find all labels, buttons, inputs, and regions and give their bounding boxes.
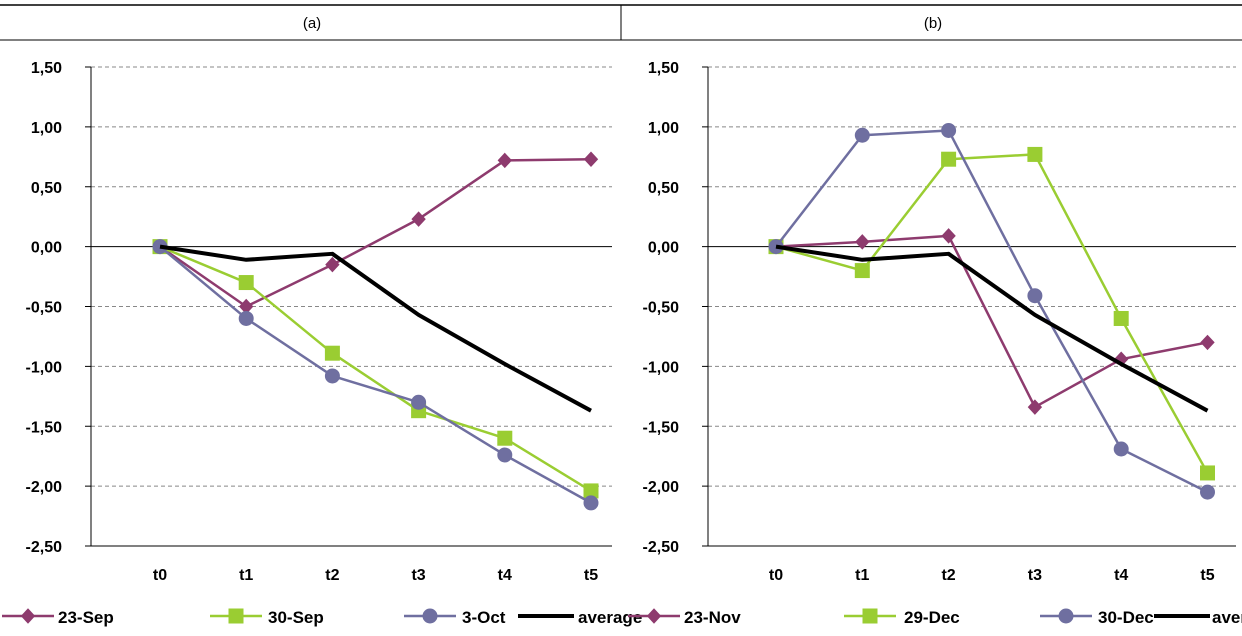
legend-label: 30-Sep [268,608,324,627]
data-point [1200,465,1215,481]
chart-panel-b: 1,50 1,00 0,50 0,00 -0,50 -1,00 -1,50 -2,00 -2,5… [643,60,1236,584]
y-tick-label: -0,50 [643,300,680,317]
y-tick-label: -1,50 [643,419,680,436]
chart-panel-a: 1,50 1,00 0,50 0,00 -0,50 -1,00 -1,50 -2,00 -2,5… [26,60,612,584]
y-tick-label: -2,50 [26,539,63,556]
x-tick-label: t4 [498,567,512,584]
legend-b: 23-Nov 29-Dec 30-Dec average [628,608,1242,627]
x-tick-label: t2 [325,567,339,584]
x-tick-label: t0 [153,567,167,584]
legend-label: 23-Sep [58,608,114,627]
data-point [1027,288,1043,304]
data-point [324,368,340,384]
legend-label: average [1212,608,1242,627]
x-tick-label: t1 [855,567,869,584]
x-tick-label: t5 [1200,567,1214,584]
x-tick-label: t3 [1028,567,1042,584]
x-tick-label: t4 [1114,567,1128,584]
legend-label: 23-Nov [684,608,741,627]
data-point [497,152,512,169]
data-point [854,127,870,143]
legend-label: 30-Dec [1098,608,1154,627]
x-tick-label: t2 [941,567,955,584]
y-tick-label: -2,50 [643,539,680,556]
data-point [238,310,254,326]
series-line-30-sep [159,245,592,492]
data-point [1113,310,1129,326]
data-point [411,394,427,410]
data-point [238,275,254,291]
data-point [854,263,870,279]
y-tick-label: 0,50 [648,180,679,197]
data-point [1027,399,1043,415]
legend-label: 3-Oct [462,608,506,627]
series-line-23-sep [159,157,592,308]
series-line-29-dec [775,153,1209,474]
series-line-average [159,244,592,413]
data-point [583,495,599,511]
y-tick-label: -2,00 [26,479,63,496]
data-point [1200,484,1215,500]
data-point [941,151,957,167]
data-point [497,430,513,446]
legend-label: average [578,608,642,627]
legend-marker [20,608,36,624]
data-point [855,234,870,250]
y-tick-label: -1,00 [26,359,63,376]
legend-a: 23-Sep 30-Sep 3-Oct average [2,608,642,627]
legend-marker [228,608,244,624]
y-tick-label: -0,50 [26,300,63,317]
x-tick-label: t5 [584,567,598,584]
data-point [325,256,340,273]
data-point [411,211,426,227]
legend-marker [422,608,438,624]
series-line-3-oct [159,245,592,504]
y-tick-label: 0,50 [31,180,62,197]
data-point [583,151,599,167]
data-point [324,345,340,361]
legend-marker [862,608,878,624]
data-point [1027,146,1043,162]
y-tick-label: 0,00 [648,240,679,257]
x-tick-label: t3 [411,567,425,584]
legend-label: 29-Dec [904,608,960,627]
y-tick-label: 1,00 [31,120,62,137]
legend-marker [646,608,662,624]
y-tick-label: -1,00 [643,359,680,376]
series-line-30-dec [775,129,1209,494]
data-point [1200,334,1215,351]
y-tick-label: 1,50 [31,60,62,77]
y-tick-label: 1,50 [648,60,679,77]
series-line-23-nov [775,234,1208,409]
data-point [941,122,957,138]
x-tick-label: t1 [239,567,253,584]
x-tick-label: t0 [769,567,783,584]
panel-a-label: (a) [303,15,321,32]
data-point [497,447,513,463]
data-point [941,228,956,244]
data-point [1113,441,1129,457]
y-tick-label: 0,00 [31,240,62,257]
legend-marker [1058,608,1074,624]
panel-b-label: (b) [924,15,942,32]
y-tick-label: 1,00 [648,120,679,137]
y-tick-label: -1,50 [26,419,63,436]
y-tick-label: -2,00 [643,479,680,496]
series-line-average [775,244,1209,413]
